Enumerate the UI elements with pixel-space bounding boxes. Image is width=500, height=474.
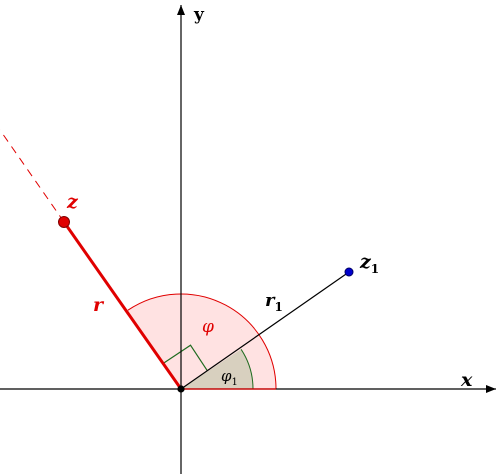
angle-phi1-arc bbox=[240, 349, 254, 390]
x-axis-label: x bbox=[460, 369, 473, 391]
angle-phi1-sector bbox=[181, 349, 254, 389]
segment-r1-subscript: 1 bbox=[274, 300, 282, 314]
segment-r-extension bbox=[0, 129, 65, 223]
origin-point bbox=[177, 385, 185, 393]
angle-phi-arc bbox=[127, 293, 277, 390]
segment-r1-label: r1 bbox=[265, 290, 283, 314]
point-z1-subscript: 1 bbox=[371, 262, 379, 276]
angle-phi1-label: φ1 bbox=[221, 367, 238, 388]
point-z-label: z bbox=[66, 191, 79, 213]
right-angle-marker bbox=[163, 344, 208, 372]
angle-phi1-subscript: 1 bbox=[232, 377, 238, 388]
point-z1-label: z1 bbox=[359, 251, 379, 276]
y-axis-label: y bbox=[193, 5, 205, 25]
segment-r-label: r bbox=[93, 294, 105, 316]
segment-r1 bbox=[180, 271, 350, 390]
angle-phi-label: φ bbox=[202, 317, 214, 337]
point-z bbox=[58, 216, 70, 228]
point-z1 bbox=[344, 267, 354, 277]
segment-r bbox=[62, 221, 183, 390]
